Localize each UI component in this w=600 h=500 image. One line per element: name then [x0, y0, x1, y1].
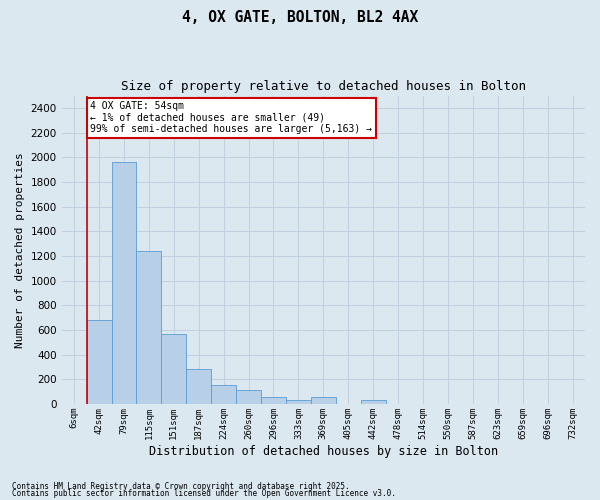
Bar	[112, 162, 136, 404]
Bar	[361, 400, 386, 404]
Text: 4 OX GATE: 54sqm
← 1% of detached houses are smaller (49)
99% of semi-detached h: 4 OX GATE: 54sqm ← 1% of detached houses…	[91, 101, 373, 134]
Bar	[236, 390, 261, 404]
Text: Contains public sector information licensed under the Open Government Licence v3: Contains public sector information licen…	[12, 489, 396, 498]
Bar	[86, 320, 112, 404]
Bar	[286, 400, 311, 404]
Y-axis label: Number of detached properties: Number of detached properties	[15, 152, 25, 348]
Bar	[186, 370, 211, 404]
X-axis label: Distribution of detached houses by size in Bolton: Distribution of detached houses by size …	[149, 444, 498, 458]
Bar	[311, 397, 336, 404]
Text: Contains HM Land Registry data © Crown copyright and database right 2025.: Contains HM Land Registry data © Crown c…	[12, 482, 350, 491]
Text: 4, OX GATE, BOLTON, BL2 4AX: 4, OX GATE, BOLTON, BL2 4AX	[182, 10, 418, 25]
Bar	[161, 334, 186, 404]
Bar	[261, 397, 286, 404]
Bar	[211, 385, 236, 404]
Title: Size of property relative to detached houses in Bolton: Size of property relative to detached ho…	[121, 80, 526, 93]
Bar	[136, 251, 161, 404]
